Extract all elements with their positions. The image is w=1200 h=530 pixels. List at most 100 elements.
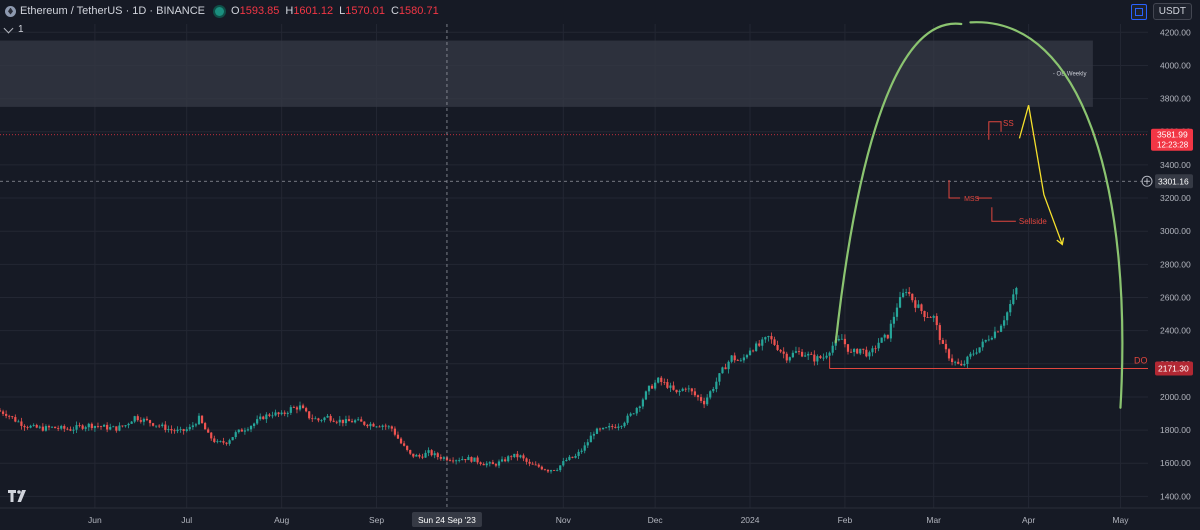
candle-body bbox=[335, 421, 338, 423]
candle bbox=[231, 436, 234, 441]
fullscreen-icon[interactable] bbox=[1130, 3, 1147, 20]
price-tick-label: 1600.00 bbox=[1160, 458, 1191, 468]
candle bbox=[1012, 289, 1015, 306]
candle bbox=[898, 291, 902, 309]
candle bbox=[256, 415, 259, 425]
candle-body bbox=[384, 425, 387, 427]
candle-body bbox=[458, 460, 461, 461]
candle bbox=[944, 339, 948, 353]
candle bbox=[81, 424, 84, 431]
candle bbox=[690, 387, 693, 395]
candle-body bbox=[620, 426, 623, 427]
candle-body bbox=[568, 456, 571, 460]
open-label: O bbox=[231, 5, 240, 17]
candle-body bbox=[464, 459, 467, 461]
candle bbox=[488, 461, 491, 467]
candle-body bbox=[764, 337, 767, 340]
candle-body bbox=[1015, 288, 1018, 295]
candle-body bbox=[448, 460, 452, 462]
candle bbox=[433, 450, 436, 459]
candle bbox=[562, 457, 565, 467]
candle bbox=[378, 425, 381, 428]
candle-body bbox=[617, 426, 620, 428]
candle-body bbox=[693, 391, 697, 396]
candle bbox=[669, 382, 672, 392]
candle bbox=[185, 426, 188, 433]
candle-body bbox=[963, 364, 966, 366]
candle bbox=[170, 425, 173, 434]
candle bbox=[957, 358, 960, 365]
candle bbox=[960, 360, 963, 366]
candle-body bbox=[531, 463, 534, 465]
candle-body bbox=[868, 352, 871, 357]
candle bbox=[155, 425, 158, 429]
candle bbox=[601, 427, 605, 430]
candle-body bbox=[317, 418, 320, 421]
mss-label: MSS bbox=[964, 196, 980, 203]
cursor-date-tag bbox=[411, 512, 482, 527]
candle-body bbox=[960, 363, 963, 366]
candle bbox=[663, 378, 666, 386]
price-tick-label: 3200.00 bbox=[1160, 193, 1191, 203]
candle-body bbox=[283, 412, 286, 414]
candle-body bbox=[592, 433, 595, 436]
candle bbox=[225, 442, 228, 446]
candle bbox=[458, 457, 461, 463]
candle bbox=[770, 332, 773, 344]
indicator-toggle[interactable]: 1 bbox=[3, 22, 24, 36]
candle-body bbox=[999, 325, 1003, 332]
candle-body bbox=[467, 457, 470, 461]
candle bbox=[41, 423, 44, 432]
candle-body bbox=[595, 428, 599, 434]
candle-body bbox=[44, 426, 48, 431]
candle bbox=[715, 377, 718, 393]
candle-body bbox=[657, 377, 660, 383]
candle-body bbox=[185, 429, 188, 431]
candle bbox=[846, 344, 850, 355]
candle bbox=[357, 417, 360, 421]
candle bbox=[540, 465, 543, 471]
candle-body bbox=[644, 391, 648, 400]
close-value: 1580.71 bbox=[398, 5, 439, 17]
candle bbox=[430, 449, 433, 457]
candle-body bbox=[938, 325, 941, 341]
candle-body bbox=[243, 430, 247, 432]
candle bbox=[730, 355, 733, 364]
candle bbox=[396, 431, 400, 439]
candle-body bbox=[338, 419, 341, 423]
candle bbox=[427, 447, 430, 457]
candle bbox=[996, 330, 1000, 333]
candle-body bbox=[99, 426, 103, 427]
candle-body bbox=[794, 351, 798, 353]
candle-body bbox=[565, 459, 568, 462]
candle bbox=[167, 425, 170, 433]
candle-body bbox=[703, 400, 706, 405]
candle bbox=[335, 420, 338, 425]
candle bbox=[354, 418, 357, 424]
candle bbox=[638, 405, 641, 412]
candle bbox=[301, 403, 305, 409]
candle-body bbox=[984, 339, 987, 342]
tradingview-logo-icon[interactable] bbox=[8, 490, 30, 502]
candle bbox=[20, 417, 23, 430]
candle-body bbox=[164, 424, 167, 430]
candle bbox=[779, 349, 782, 354]
candle bbox=[941, 337, 944, 345]
candle bbox=[706, 394, 709, 407]
close-label: C bbox=[390, 5, 399, 17]
candle bbox=[733, 352, 736, 363]
candle bbox=[742, 354, 746, 363]
candle-body bbox=[650, 385, 654, 389]
currency-select[interactable]: USDT bbox=[1152, 3, 1192, 20]
last-price-label: 3581.99 bbox=[1157, 130, 1188, 140]
candle bbox=[148, 419, 152, 427]
candle-body bbox=[562, 461, 565, 466]
candle bbox=[822, 353, 825, 361]
time-tick-label: Sep bbox=[369, 515, 384, 525]
candle bbox=[243, 427, 247, 435]
candle-body bbox=[350, 421, 354, 423]
candle bbox=[127, 422, 130, 429]
candle bbox=[926, 312, 929, 318]
symbol-title[interactable]: Ethereum / TetherUS · 1D · BINANCE bbox=[20, 5, 206, 17]
